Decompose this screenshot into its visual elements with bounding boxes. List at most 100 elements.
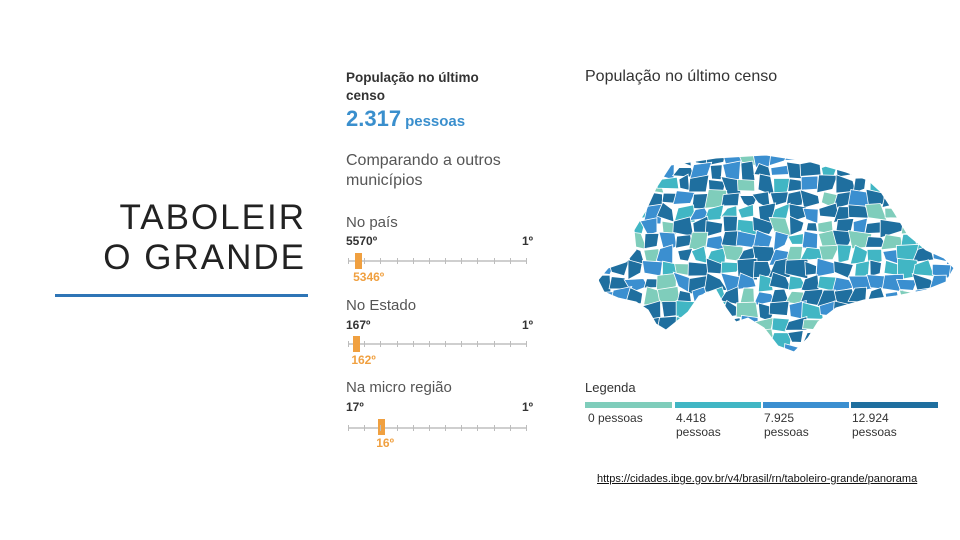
- municipality-cell[interactable]: [880, 160, 900, 177]
- municipality-cell[interactable]: [913, 304, 936, 322]
- municipality-cell[interactable]: [629, 313, 643, 335]
- municipality-cell[interactable]: [898, 150, 920, 166]
- municipality-cell[interactable]: [596, 331, 614, 349]
- municipality-cell[interactable]: [660, 344, 679, 360]
- municipality-cell[interactable]: [802, 207, 819, 225]
- municipality-cell[interactable]: [931, 150, 951, 166]
- municipality-cell[interactable]: [608, 160, 632, 180]
- municipality-cell[interactable]: [818, 244, 841, 261]
- municipality-cell[interactable]: [947, 194, 956, 211]
- municipality-cell[interactable]: [945, 159, 956, 179]
- municipality-cell[interactable]: [895, 303, 920, 321]
- municipality-cell[interactable]: [738, 341, 755, 360]
- municipality-cell[interactable]: [639, 217, 658, 236]
- municipality-cell[interactable]: [833, 329, 855, 349]
- municipality-cell[interactable]: [848, 330, 870, 348]
- municipality-cell[interactable]: [913, 216, 933, 233]
- municipality-cell[interactable]: [927, 174, 952, 194]
- municipality-cell[interactable]: [914, 313, 934, 334]
- municipality-cell[interactable]: [769, 191, 789, 207]
- municipality-cell[interactable]: [740, 160, 756, 182]
- municipality-cell[interactable]: [640, 343, 662, 360]
- municipality-cell[interactable]: [928, 229, 951, 252]
- municipality-cell[interactable]: [596, 150, 613, 168]
- municipality-cell[interactable]: [596, 291, 616, 306]
- municipality-cell[interactable]: [671, 341, 696, 360]
- municipality-cell[interactable]: [596, 318, 615, 335]
- municipality-cell[interactable]: [611, 202, 632, 218]
- municipality-cell[interactable]: [849, 164, 871, 176]
- municipality-cell[interactable]: [801, 230, 819, 250]
- municipality-cell[interactable]: [863, 302, 886, 319]
- municipality-cell[interactable]: [947, 220, 956, 235]
- municipality-cell[interactable]: [623, 190, 646, 206]
- municipality-cell[interactable]: [933, 329, 952, 348]
- municipality-cell[interactable]: [802, 319, 821, 331]
- municipality-cell[interactable]: [912, 202, 936, 219]
- municipality-cell[interactable]: [596, 179, 615, 195]
- municipality-cell[interactable]: [641, 329, 662, 349]
- municipality-cell[interactable]: [931, 300, 946, 323]
- municipality-cell[interactable]: [932, 202, 949, 223]
- municipality-cell[interactable]: [720, 317, 742, 336]
- municipality-cell[interactable]: [690, 331, 711, 351]
- state-choropleth-map[interactable]: [596, 150, 956, 360]
- municipality-cell[interactable]: [596, 232, 616, 253]
- municipality-cell[interactable]: [642, 316, 660, 337]
- municipality-cell[interactable]: [705, 330, 724, 346]
- municipality-cell[interactable]: [640, 160, 660, 181]
- municipality-cell[interactable]: [947, 203, 956, 224]
- municipality-cell[interactable]: [624, 342, 643, 360]
- municipality-cell[interactable]: [914, 329, 935, 350]
- municipality-cell[interactable]: [928, 315, 951, 334]
- municipality-cell[interactable]: [897, 317, 920, 330]
- municipality-cell[interactable]: [802, 347, 818, 360]
- municipality-cell[interactable]: [688, 346, 713, 360]
- municipality-cell[interactable]: [879, 317, 903, 335]
- municipality-cell[interactable]: [911, 347, 937, 360]
- municipality-cell[interactable]: [768, 300, 790, 316]
- municipality-cell[interactable]: [915, 174, 936, 195]
- municipality-cell[interactable]: [704, 189, 728, 209]
- municipality-cell[interactable]: [944, 232, 956, 251]
- municipality-cell[interactable]: [641, 260, 663, 277]
- municipality-cell[interactable]: [865, 150, 886, 165]
- municipality-cell[interactable]: [691, 316, 712, 332]
- municipality-cell[interactable]: [885, 305, 904, 318]
- municipality-cell[interactable]: [596, 201, 614, 222]
- municipality-cell[interactable]: [800, 175, 819, 191]
- source-link[interactable]: https://cidades.ibge.gov.br/v4/brasil/rn…: [597, 473, 918, 485]
- municipality-cell[interactable]: [899, 163, 920, 181]
- municipality-cell[interactable]: [929, 287, 951, 306]
- municipality-cell[interactable]: [914, 190, 935, 210]
- municipality-cell[interactable]: [913, 163, 936, 178]
- municipality-cell[interactable]: [944, 175, 956, 193]
- municipality-cell[interactable]: [787, 330, 804, 343]
- municipality-cell[interactable]: [739, 331, 759, 344]
- municipality-cell[interactable]: [900, 341, 919, 360]
- municipality-cell[interactable]: [625, 162, 645, 179]
- municipality-cell[interactable]: [881, 330, 903, 346]
- municipality-cell[interactable]: [609, 175, 631, 196]
- municipality-cell[interactable]: [928, 187, 948, 210]
- municipality-cell[interactable]: [929, 342, 951, 360]
- municipality-cell[interactable]: [835, 218, 855, 233]
- municipality-cell[interactable]: [880, 343, 902, 360]
- municipality-cell[interactable]: [629, 201, 648, 220]
- municipality-cell[interactable]: [849, 342, 868, 360]
- municipality-cell[interactable]: [704, 220, 723, 238]
- municipality-cell[interactable]: [833, 260, 854, 279]
- municipality-cell[interactable]: [736, 272, 757, 290]
- municipality-cell[interactable]: [895, 278, 918, 291]
- municipality-cell[interactable]: [720, 176, 742, 196]
- municipality-cell[interactable]: [817, 150, 839, 162]
- municipality-cell[interactable]: [902, 175, 915, 194]
- municipality-cell[interactable]: [869, 318, 889, 333]
- municipality-cell[interactable]: [656, 315, 679, 333]
- municipality-cell[interactable]: [736, 178, 756, 192]
- municipality-cell[interactable]: [688, 174, 710, 193]
- municipality-cell[interactable]: [816, 174, 839, 194]
- municipality-cell[interactable]: [656, 328, 674, 349]
- municipality-cell[interactable]: [596, 219, 615, 237]
- municipality-cell[interactable]: [758, 342, 777, 360]
